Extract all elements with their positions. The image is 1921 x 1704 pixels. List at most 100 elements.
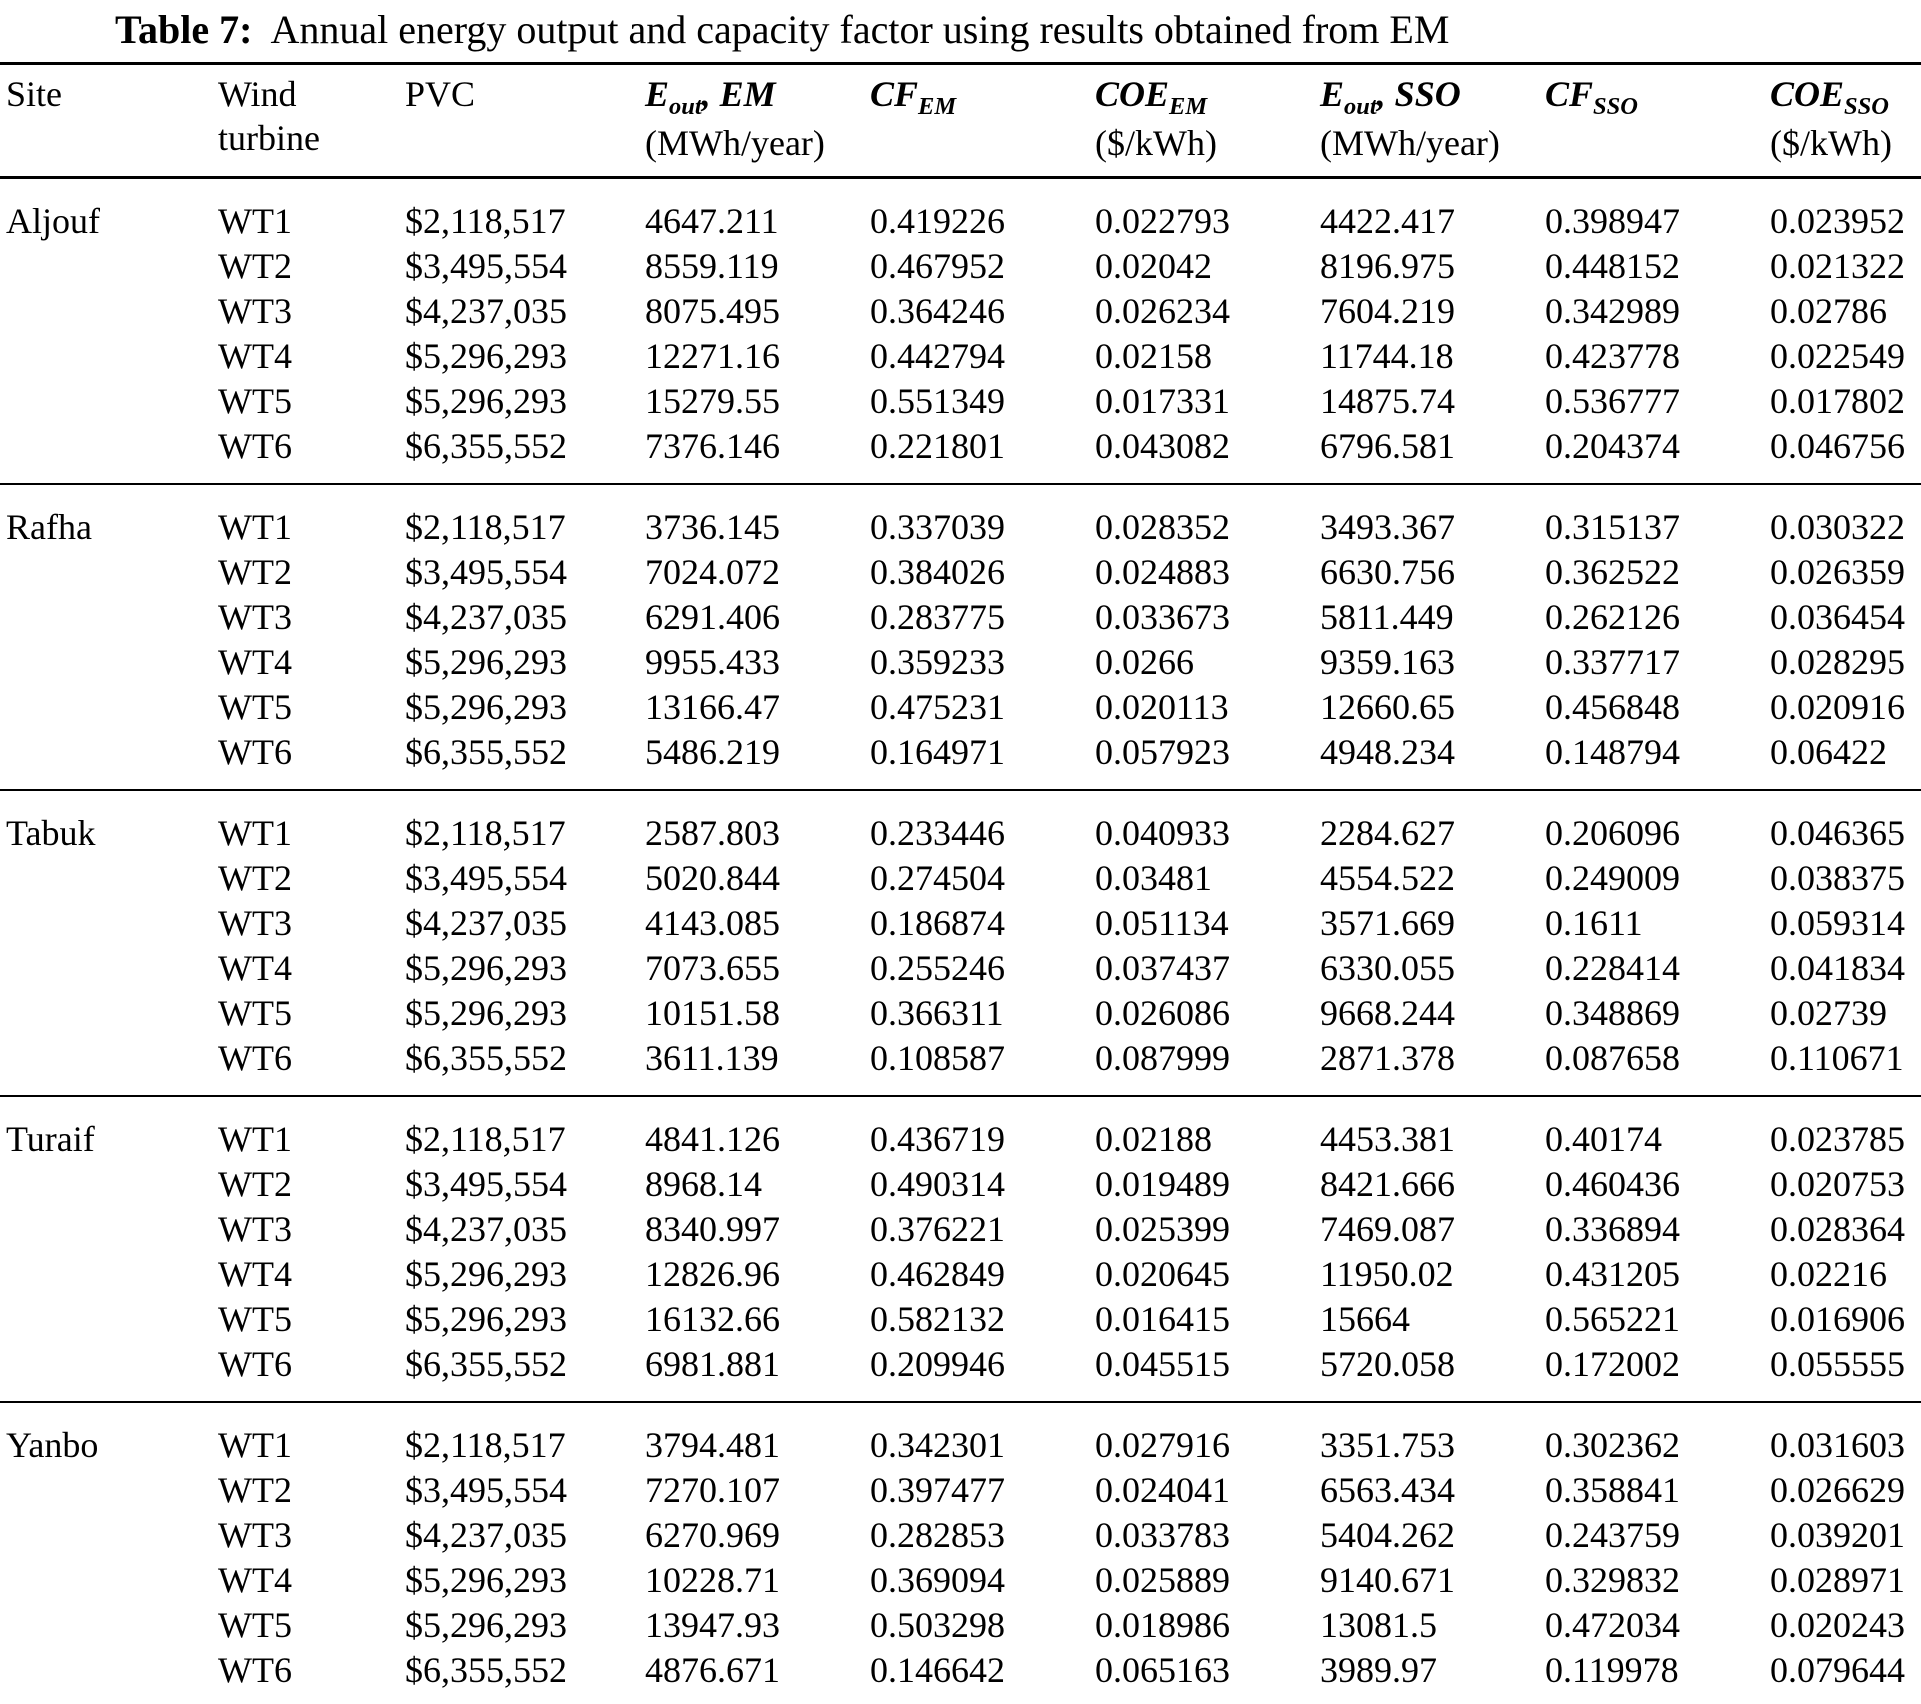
cell-eout-em: 8075.495 bbox=[645, 291, 780, 332]
cell-turbine: WT5 bbox=[218, 1605, 292, 1646]
cell-coe-em: 0.087999 bbox=[1095, 1038, 1230, 1079]
cell-eout-em: 6981.881 bbox=[645, 1344, 780, 1385]
energy-output-table: Site Wind turbine PVC Eout, EM (MWh/year) … bbox=[0, 62, 1921, 1704]
site-label bbox=[0, 550, 218, 595]
cell-pvc: $5,296,293 bbox=[405, 1299, 567, 1340]
cell-eout-sso: 14875.74 bbox=[1320, 381, 1455, 422]
cell-eout-sso: 7469.087 bbox=[1320, 1209, 1455, 1250]
cell-cf-sso: 0.423778 bbox=[1545, 336, 1680, 377]
cell-coe-sso: 0.023952 bbox=[1770, 201, 1905, 242]
cell-coe-em: 0.022793 bbox=[1095, 201, 1230, 242]
cell-turbine: WT1 bbox=[218, 1425, 292, 1466]
cell-coe-em: 0.02188 bbox=[1095, 1119, 1212, 1160]
cell-cf-sso: 0.337717 bbox=[1545, 642, 1680, 683]
cell-cf-sso: 0.206096 bbox=[1545, 813, 1680, 854]
cell-cf-em: 0.397477 bbox=[870, 1470, 1005, 1511]
cell-turbine: WT2 bbox=[218, 246, 292, 287]
cell-coe-em: 0.040933 bbox=[1095, 813, 1230, 854]
table-row: WT2 $3,495,554 5020.844 0.274504 0.03481 4554… bbox=[0, 856, 1921, 901]
cell-turbine: WT2 bbox=[218, 858, 292, 899]
table-row: WT6 $6,355,552 5486.219 0.164971 0.057923 494… bbox=[0, 730, 1921, 790]
site-label bbox=[0, 1342, 218, 1402]
cell-pvc: $3,495,554 bbox=[405, 552, 567, 593]
site-label bbox=[0, 685, 218, 730]
table-row: WT3 $4,237,035 8340.997 0.376221 0.025399 746… bbox=[0, 1207, 1921, 1252]
cell-cf-em: 0.369094 bbox=[870, 1560, 1005, 1601]
cell-eout-sso: 4948.234 bbox=[1320, 732, 1455, 773]
cell-coe-em: 0.020645 bbox=[1095, 1254, 1230, 1295]
cell-cf-sso: 0.536777 bbox=[1545, 381, 1680, 422]
site-label bbox=[0, 856, 218, 901]
cell-pvc: $5,296,293 bbox=[405, 993, 567, 1034]
cell-eout-sso: 8196.975 bbox=[1320, 246, 1455, 287]
cell-coe-em: 0.0266 bbox=[1095, 642, 1194, 683]
cell-coe-em: 0.026086 bbox=[1095, 993, 1230, 1034]
cell-eout-sso: 2284.627 bbox=[1320, 813, 1455, 854]
cell-eout-em: 3794.481 bbox=[645, 1425, 780, 1466]
cell-pvc: $2,118,517 bbox=[405, 1425, 566, 1466]
table-row: WT2 $3,495,554 8559.119 0.467952 0.02042 8196… bbox=[0, 244, 1921, 289]
table-row: WT4 $5,296,293 7073.655 0.255246 0.037437 633… bbox=[0, 946, 1921, 991]
table-row: WT2 $3,495,554 7270.107 0.397477 0.024041 656… bbox=[0, 1468, 1921, 1513]
cell-pvc: $3,495,554 bbox=[405, 1164, 567, 1205]
cell-coe-em: 0.051134 bbox=[1095, 903, 1229, 944]
table-row: WT6 $6,355,552 7376.146 0.221801 0.043082 679… bbox=[0, 424, 1921, 484]
cell-eout-em: 4876.671 bbox=[645, 1650, 780, 1691]
table-row: WT5 $5,296,293 15279.55 0.551349 0.017331 148… bbox=[0, 379, 1921, 424]
cell-cf-em: 0.209946 bbox=[870, 1344, 1005, 1385]
cell-eout-em: 13166.47 bbox=[645, 687, 780, 728]
site-label bbox=[0, 1603, 218, 1648]
cell-cf-em: 0.436719 bbox=[870, 1119, 1005, 1160]
col-header-eout-sso: Eout, SSO (MWh/year) bbox=[1320, 63, 1545, 179]
col-header-cf-sso: CFSSO bbox=[1545, 63, 1770, 179]
cell-coe-em: 0.024883 bbox=[1095, 552, 1230, 593]
cell-cf-em: 0.442794 bbox=[870, 336, 1005, 377]
cell-eout-em: 12271.16 bbox=[645, 336, 780, 377]
cell-coe-sso: 0.038375 bbox=[1770, 858, 1905, 899]
site-label bbox=[0, 1036, 218, 1096]
cell-eout-em: 3736.145 bbox=[645, 507, 780, 548]
cell-coe-em: 0.017331 bbox=[1095, 381, 1230, 422]
cell-cf-sso: 0.362522 bbox=[1545, 552, 1680, 593]
cell-pvc: $4,237,035 bbox=[405, 291, 567, 332]
cell-cf-em: 0.164971 bbox=[870, 732, 1005, 773]
cell-turbine: WT6 bbox=[218, 1038, 292, 1079]
cell-coe-sso: 0.020916 bbox=[1770, 687, 1905, 728]
cell-coe-sso: 0.026359 bbox=[1770, 552, 1905, 593]
cell-eout-sso: 5811.449 bbox=[1320, 597, 1454, 638]
cell-eout-sso: 5720.058 bbox=[1320, 1344, 1455, 1385]
cell-coe-em: 0.03481 bbox=[1095, 858, 1212, 899]
site-label bbox=[0, 1207, 218, 1252]
cell-cf-em: 0.462849 bbox=[870, 1254, 1005, 1295]
cell-cf-sso: 0.148794 bbox=[1545, 732, 1680, 773]
table-row: Aljouf WT1 $2,118,517 4647.211 0.419226 0.022… bbox=[0, 177, 1921, 244]
cell-coe-sso: 0.017802 bbox=[1770, 381, 1905, 422]
cell-cf-sso: 0.456848 bbox=[1545, 687, 1680, 728]
cell-coe-sso: 0.110671 bbox=[1770, 1038, 1904, 1079]
cell-eout-sso: 13081.5 bbox=[1320, 1605, 1437, 1646]
cell-pvc: $4,237,035 bbox=[405, 597, 567, 638]
table-row: WT5 $5,296,293 16132.66 0.582132 0.016415 156… bbox=[0, 1297, 1921, 1342]
site-group-tabuk: Tabuk WT1 $2,118,517 2587.803 0.233446 0.0409… bbox=[0, 789, 1921, 1096]
cell-coe-sso: 0.02216 bbox=[1770, 1254, 1887, 1295]
cell-eout-sso: 15664 bbox=[1320, 1299, 1410, 1340]
cell-eout-sso: 8421.666 bbox=[1320, 1164, 1455, 1205]
cell-eout-em: 7073.655 bbox=[645, 948, 780, 989]
site-label bbox=[0, 334, 218, 379]
cell-coe-sso: 0.026629 bbox=[1770, 1470, 1905, 1511]
cell-cf-sso: 0.1611 bbox=[1545, 903, 1643, 944]
cell-eout-em: 8340.997 bbox=[645, 1209, 780, 1250]
cell-coe-sso: 0.02739 bbox=[1770, 993, 1887, 1034]
cell-eout-sso: 4554.522 bbox=[1320, 858, 1455, 899]
cell-coe-em: 0.018986 bbox=[1095, 1605, 1230, 1646]
cell-cf-sso: 0.398947 bbox=[1545, 201, 1680, 242]
cell-turbine: WT3 bbox=[218, 1209, 292, 1250]
cell-cf-sso: 0.087658 bbox=[1545, 1038, 1680, 1079]
cell-turbine: WT3 bbox=[218, 903, 292, 944]
cell-cf-sso: 0.460436 bbox=[1545, 1164, 1680, 1205]
cell-pvc: $5,296,293 bbox=[405, 381, 567, 422]
cell-eout-em: 12826.96 bbox=[645, 1254, 780, 1295]
cell-cf-em: 0.364246 bbox=[870, 291, 1005, 332]
cell-coe-sso: 0.023785 bbox=[1770, 1119, 1905, 1160]
